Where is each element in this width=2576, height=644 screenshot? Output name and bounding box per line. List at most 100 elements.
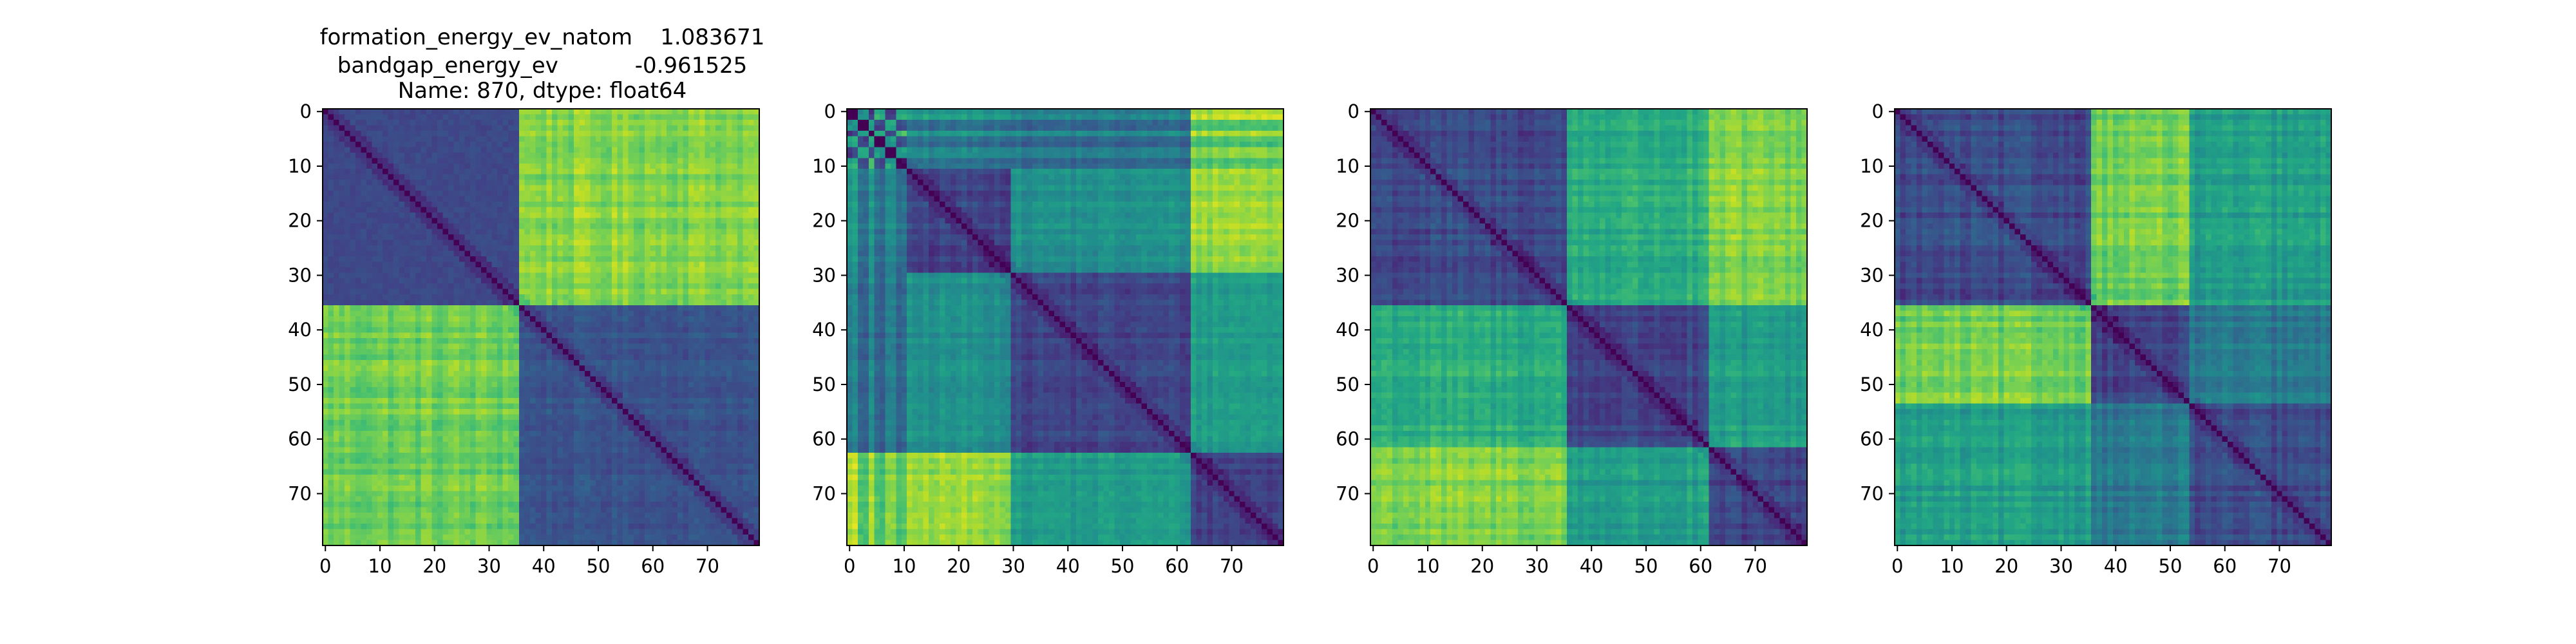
heatmap-cell bbox=[748, 305, 754, 311]
heatmap-cell bbox=[732, 321, 738, 328]
heatmap-cell bbox=[623, 425, 629, 431]
heatmap-cell bbox=[508, 332, 514, 339]
heatmap-cell bbox=[377, 359, 383, 366]
heatmap-cell bbox=[339, 370, 345, 377]
heatmap-cell bbox=[323, 365, 328, 372]
heatmap-cell bbox=[431, 147, 438, 153]
heatmap-cell bbox=[715, 441, 722, 448]
heatmap-cell bbox=[579, 289, 585, 295]
heatmap-cell bbox=[366, 114, 372, 120]
heatmap-cell bbox=[491, 136, 498, 142]
heatmap-cell bbox=[601, 354, 607, 361]
heatmap-cell bbox=[634, 420, 639, 426]
heatmap-cell bbox=[650, 414, 656, 421]
heatmap-cell bbox=[584, 441, 591, 448]
heatmap-cell bbox=[601, 240, 607, 246]
heatmap-cell bbox=[748, 213, 754, 218]
heatmap-cell bbox=[737, 125, 743, 131]
heatmap-cell bbox=[399, 169, 405, 175]
heatmap-cell bbox=[475, 436, 482, 442]
heatmap-cell bbox=[415, 147, 421, 153]
heatmap-cell bbox=[601, 163, 607, 169]
heatmap-cell bbox=[421, 152, 427, 158]
heatmap-cell bbox=[464, 174, 471, 180]
heatmap-cell bbox=[328, 251, 334, 257]
heatmap-cell bbox=[694, 299, 700, 306]
heatmap-cell bbox=[666, 158, 672, 164]
heatmap-cell bbox=[393, 409, 399, 415]
heatmap-cell bbox=[677, 316, 683, 322]
heatmap-cell bbox=[557, 218, 564, 224]
heatmap-cell bbox=[721, 202, 727, 207]
heatmap-cell bbox=[562, 180, 569, 185]
heatmap-cell bbox=[672, 158, 678, 164]
heatmap-cell bbox=[541, 261, 547, 268]
heatmap-cell bbox=[699, 365, 705, 372]
heatmap-cell bbox=[743, 196, 749, 202]
heatmap-cell bbox=[372, 152, 378, 158]
heatmap-cell bbox=[726, 234, 732, 240]
heatmap-cell bbox=[541, 207, 547, 213]
heatmap-cell bbox=[710, 234, 716, 240]
heatmap-cell bbox=[628, 370, 634, 377]
heatmap-cell bbox=[344, 447, 350, 453]
heatmap-cell bbox=[634, 191, 639, 196]
heatmap-cell bbox=[748, 158, 754, 164]
heatmap-cell bbox=[666, 152, 672, 158]
heatmap-cell bbox=[508, 409, 514, 415]
heatmap-cell bbox=[551, 348, 558, 355]
heatmap-cell bbox=[601, 191, 607, 196]
heatmap-cell bbox=[661, 245, 667, 251]
heatmap-cell bbox=[655, 136, 661, 142]
heatmap-cell bbox=[590, 305, 596, 311]
heatmap-cell bbox=[753, 332, 760, 339]
heatmap-cell bbox=[639, 196, 645, 202]
heatmap-cell bbox=[491, 185, 498, 191]
heatmap-cell bbox=[737, 337, 743, 344]
heatmap-cell bbox=[328, 109, 334, 115]
heatmap-cell bbox=[551, 381, 558, 388]
heatmap-cell bbox=[519, 316, 525, 322]
heatmap-cell bbox=[562, 213, 569, 218]
heatmap-cell bbox=[737, 130, 743, 137]
heatmap-cell bbox=[448, 327, 454, 333]
heatmap-cell bbox=[355, 283, 361, 290]
heatmap-cell bbox=[333, 348, 339, 355]
heatmap-cell bbox=[508, 245, 514, 251]
heatmap-cell bbox=[453, 283, 460, 290]
heatmap-cell bbox=[650, 223, 656, 229]
heatmap-cell bbox=[655, 398, 661, 404]
heatmap-cell bbox=[377, 218, 383, 224]
heatmap-cell bbox=[437, 147, 443, 153]
heatmap-cell bbox=[383, 169, 389, 175]
heatmap-cell bbox=[617, 251, 623, 257]
heatmap-cell bbox=[502, 310, 509, 317]
heatmap-cell bbox=[683, 185, 689, 191]
heatmap-cell bbox=[617, 436, 623, 442]
heatmap-cell bbox=[546, 114, 553, 120]
heatmap-cell bbox=[688, 125, 694, 131]
heatmap-cell bbox=[355, 327, 361, 333]
heatmap-cell bbox=[399, 343, 405, 350]
heatmap-cell bbox=[694, 136, 700, 142]
heatmap-cell bbox=[568, 180, 574, 185]
heatmap-cell bbox=[634, 213, 639, 218]
heatmap-cell bbox=[415, 283, 421, 290]
heatmap-cell bbox=[480, 125, 487, 131]
heatmap-cell bbox=[557, 141, 564, 147]
heatmap-cell bbox=[612, 141, 618, 147]
heatmap-cell bbox=[448, 158, 454, 164]
heatmap-cell bbox=[601, 299, 607, 306]
heatmap-cell bbox=[606, 119, 612, 126]
heatmap-cell bbox=[431, 152, 438, 158]
heatmap-cell bbox=[513, 213, 520, 218]
heatmap-cell bbox=[666, 409, 672, 415]
heatmap-cell bbox=[737, 223, 743, 229]
heatmap-cell bbox=[677, 294, 683, 300]
heatmap-cell bbox=[661, 278, 667, 284]
heatmap-cell bbox=[579, 191, 585, 196]
heatmap-cell bbox=[426, 327, 432, 333]
heatmap-cell bbox=[453, 436, 460, 442]
heatmap-cell bbox=[710, 240, 716, 246]
heatmap-cell bbox=[350, 251, 356, 257]
